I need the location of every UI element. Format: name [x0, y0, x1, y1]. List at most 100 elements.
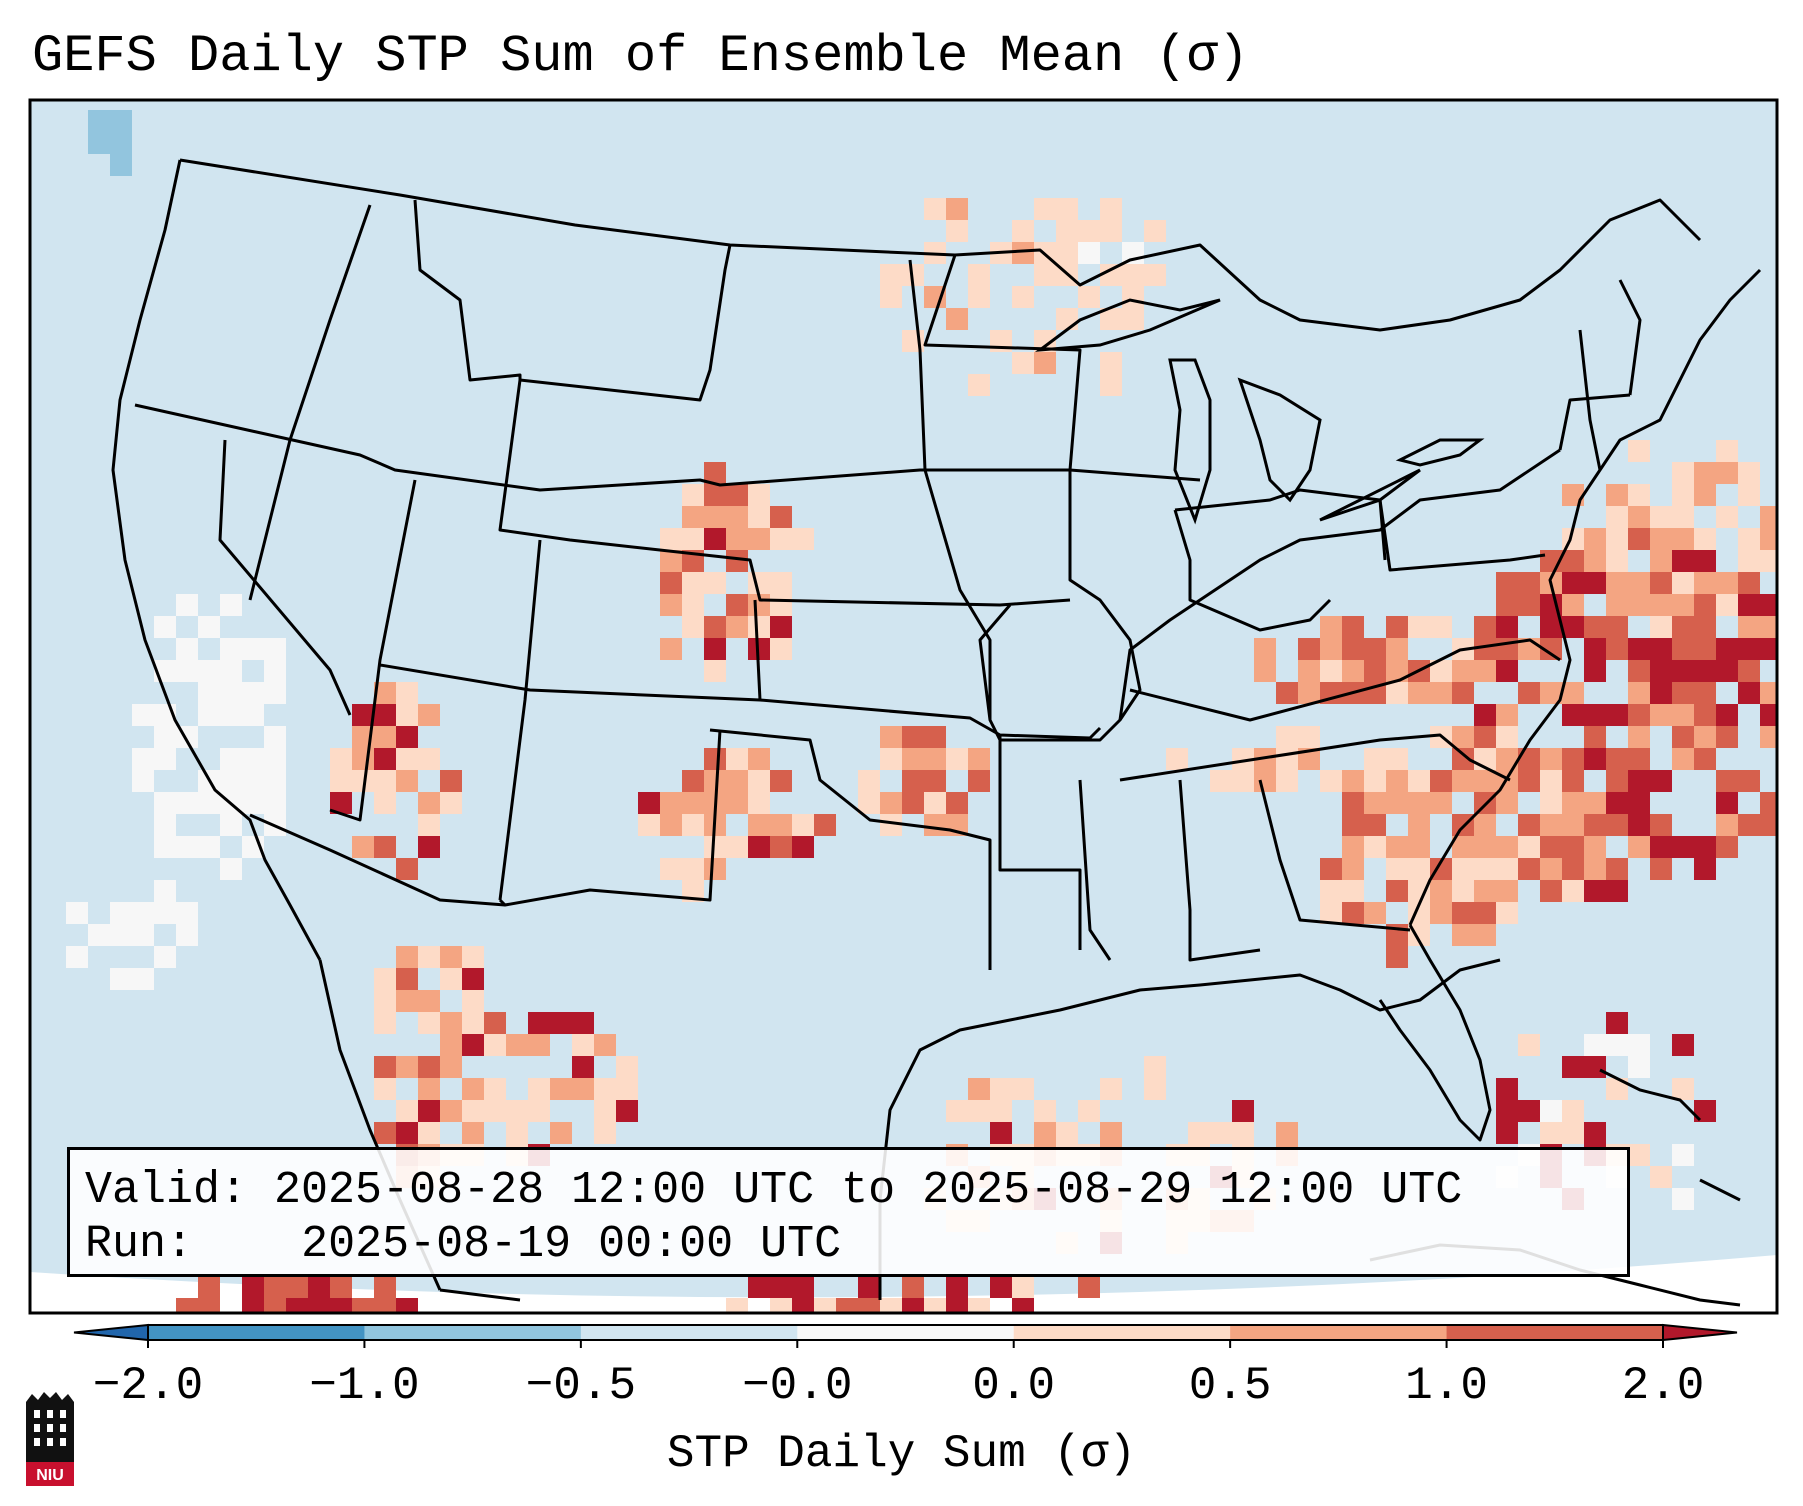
valid-label: Valid: [85, 1165, 248, 1216]
stp-cell [1452, 748, 1474, 770]
stp-cell [1672, 462, 1694, 484]
stp-cell [440, 770, 462, 792]
stp-cell [858, 770, 880, 792]
stp-cell [1672, 506, 1694, 528]
stp-cell [1628, 506, 1650, 528]
stp-cell [1650, 572, 1672, 594]
stp-cell [1540, 638, 1562, 660]
stp-cell [1650, 506, 1672, 528]
stp-cell [1672, 528, 1694, 550]
stp-cell [1672, 1144, 1694, 1166]
stp-cell [1584, 880, 1606, 902]
stp-cell [374, 1056, 396, 1078]
stp-cell [1694, 638, 1716, 660]
stp-cell [396, 990, 418, 1012]
stp-cell [1386, 836, 1408, 858]
stp-cell [924, 726, 946, 748]
stp-cell [1782, 704, 1803, 726]
stp-cell [1716, 770, 1738, 792]
stp-cell [440, 792, 462, 814]
stp-cell [352, 770, 374, 792]
stp-cell [1694, 550, 1716, 572]
colorbar-tick-label: −2.0 [92, 1360, 204, 1412]
stp-cell [792, 528, 814, 550]
stp-cell [132, 770, 154, 792]
stp-cell [1562, 704, 1584, 726]
stp-cell [396, 1100, 418, 1122]
stp-cell [1672, 638, 1694, 660]
stp-cell [1100, 264, 1122, 286]
stp-cell [1694, 836, 1716, 858]
stp-cell [1650, 660, 1672, 682]
stp-cell [264, 748, 286, 770]
valid-time-range: 2025-08-28 12:00 UTC to 2025-08-29 12:00… [274, 1165, 1463, 1216]
stp-cell [1342, 770, 1364, 792]
stp-cell [176, 660, 198, 682]
stp-cell [1034, 352, 1056, 374]
stp-cell [1650, 594, 1672, 616]
stp-cell [198, 660, 220, 682]
stp-cell [1584, 550, 1606, 572]
stp-cell [704, 506, 726, 528]
stp-cell [1408, 770, 1430, 792]
stp-cell [968, 286, 990, 308]
stp-cell [1628, 594, 1650, 616]
stp-cell [1100, 198, 1122, 220]
stp-cell [220, 660, 242, 682]
stp-cell [1320, 660, 1342, 682]
colorbar-bin [1230, 1325, 1448, 1340]
stp-cell [66, 946, 88, 968]
stp-cell [418, 1056, 440, 1078]
stp-cell [682, 484, 704, 506]
stp-cell [1364, 836, 1386, 858]
stp-cell [1694, 704, 1716, 726]
stp-cell [1716, 814, 1738, 836]
stp-cell [660, 638, 682, 660]
stp-cell [1672, 484, 1694, 506]
stp-cell [154, 836, 176, 858]
stp-cell [1034, 264, 1056, 286]
stp-cell [660, 858, 682, 880]
stp-cell [770, 572, 792, 594]
stp-cell [1540, 1122, 1562, 1144]
stp-cell [418, 814, 440, 836]
stp-cell [1386, 616, 1408, 638]
stp-cell [374, 1298, 396, 1313]
stp-cell [1430, 770, 1452, 792]
stp-cell [1430, 902, 1452, 924]
stp-cell [264, 660, 286, 682]
stp-cell [1562, 792, 1584, 814]
stp-cell [1320, 902, 1342, 924]
stp-cell [176, 836, 198, 858]
stp-cell [1342, 814, 1364, 836]
colorbar-bin [364, 1325, 582, 1340]
stp-cell [1034, 198, 1056, 220]
stp-cell [1650, 550, 1672, 572]
stp-cell [1672, 550, 1694, 572]
stp-cell [1518, 858, 1540, 880]
stp-cell [462, 1100, 484, 1122]
stp-cell [1672, 836, 1694, 858]
stp-cell [616, 1056, 638, 1078]
stp-cell [726, 836, 748, 858]
stp-cell [1650, 1166, 1672, 1188]
stp-cell [374, 726, 396, 748]
stp-cell [242, 682, 264, 704]
stp-cell [462, 1078, 484, 1100]
stp-cell [1012, 220, 1034, 242]
stp-cell [1782, 682, 1803, 704]
stp-cell [1496, 1078, 1518, 1100]
stp-cell [374, 682, 396, 704]
stp-cell [1342, 880, 1364, 902]
stp-cell [770, 814, 792, 836]
stp-cell [946, 1276, 968, 1298]
stp-cell [1738, 660, 1760, 682]
stp-cell [1342, 660, 1364, 682]
stp-cell [1584, 1122, 1606, 1144]
stp-cell [396, 726, 418, 748]
stp-cell [1584, 814, 1606, 836]
stp-cell [1672, 616, 1694, 638]
great-lakes [1034, 298, 1485, 525]
stp-cell [1760, 506, 1777, 528]
stp-cell [880, 286, 902, 308]
